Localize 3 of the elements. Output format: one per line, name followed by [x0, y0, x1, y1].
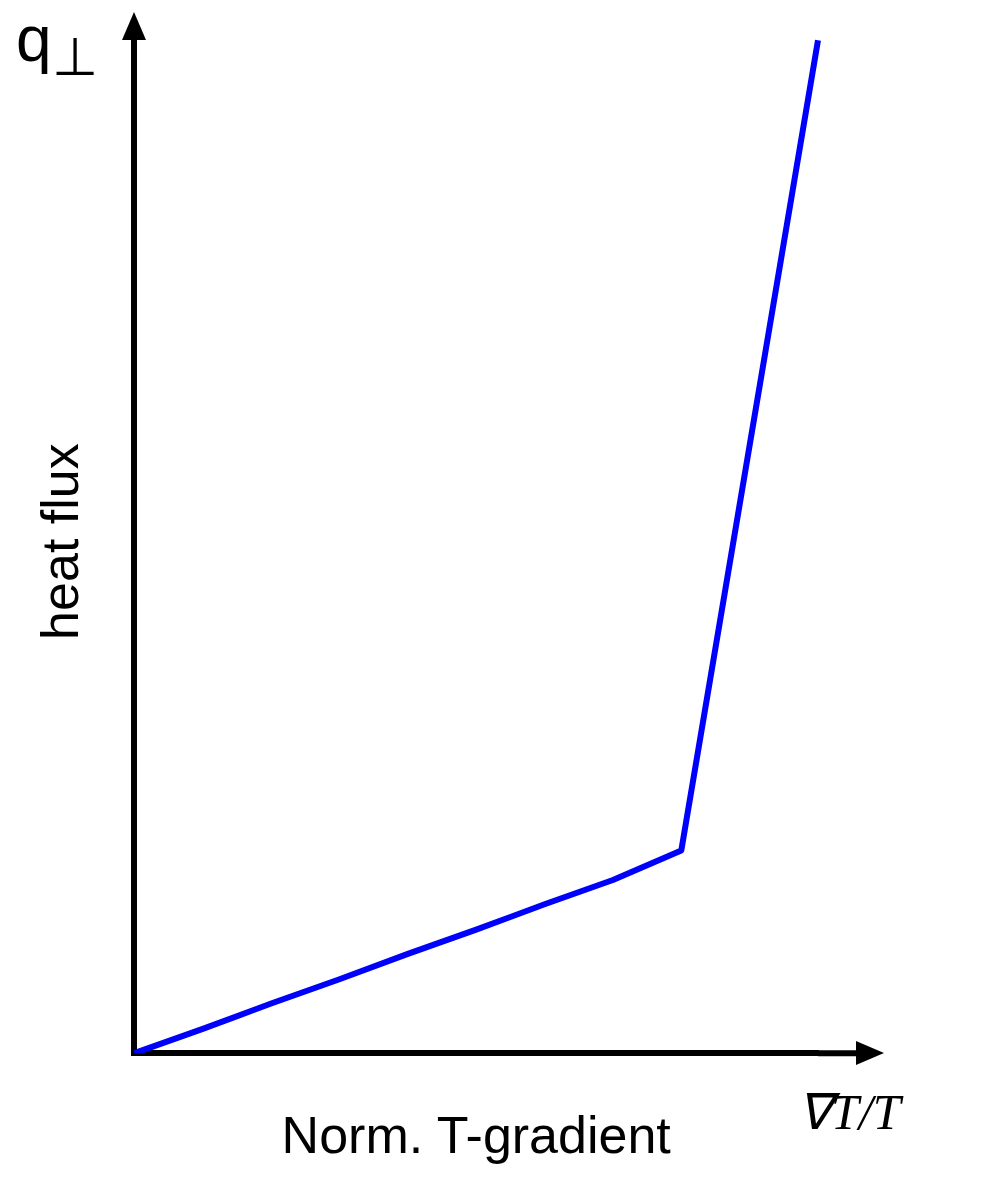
y-axis-title: heat flux [30, 443, 89, 640]
x-axis-title: Norm. T-gradient [281, 1106, 672, 1165]
text: q$_{⊥}$ [16, 2, 98, 88]
